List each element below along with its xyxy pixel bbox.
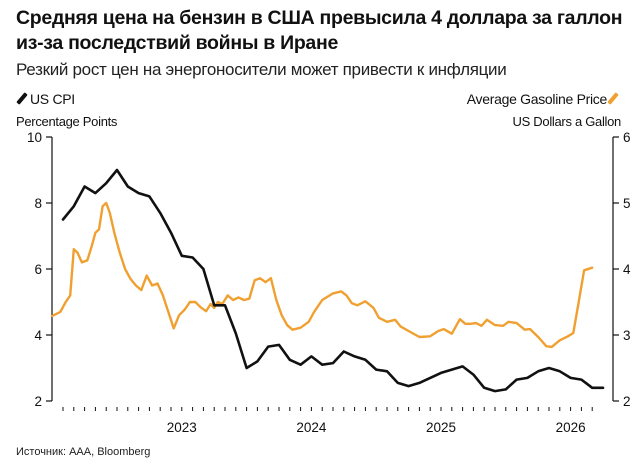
left-axis-tick-label: 10 [27, 130, 42, 145]
source-note: Источник: AAA, Bloomberg [16, 446, 151, 458]
gasoline-price-line [51, 201, 594, 349]
right-axis-tick-label: 5 [623, 196, 631, 211]
right-axis-tick-label: 3 [623, 328, 631, 343]
chart-subtitle: Резкий рост цен на энергоносители может … [16, 60, 507, 79]
right-axis-tick-label: 2 [623, 394, 631, 409]
legend-item-gasoline: Average Gasoline Price [467, 91, 621, 107]
left-axis-tick-label: 6 [34, 262, 42, 277]
x-axis-tick-label: 2026 [556, 420, 586, 435]
right-axis-tick-label: 6 [623, 130, 631, 145]
left-axis-tick-label: 8 [34, 196, 42, 211]
x-axis-tick-label: 2023 [167, 420, 197, 435]
legend-label-gasoline: Average Gasoline Price [466, 91, 608, 107]
right-axis-tick-label: 4 [623, 262, 631, 277]
legend-item-cpi: US CPI [16, 91, 75, 107]
left-axis-tick-label: 2 [34, 394, 42, 409]
legend-label-cpi: US CPI [30, 91, 75, 107]
left-axis-label: Percentage Points [16, 114, 118, 129]
chart-title: Средняя цена на бензин в США превысила 4… [16, 7, 623, 54]
x-axis-tick-label: 2025 [426, 420, 456, 435]
x-axis-tick-label: 2024 [296, 420, 327, 435]
right-axis-label: US Dollars a Gallon [512, 114, 622, 129]
left-axis-tick-label: 4 [34, 328, 42, 343]
